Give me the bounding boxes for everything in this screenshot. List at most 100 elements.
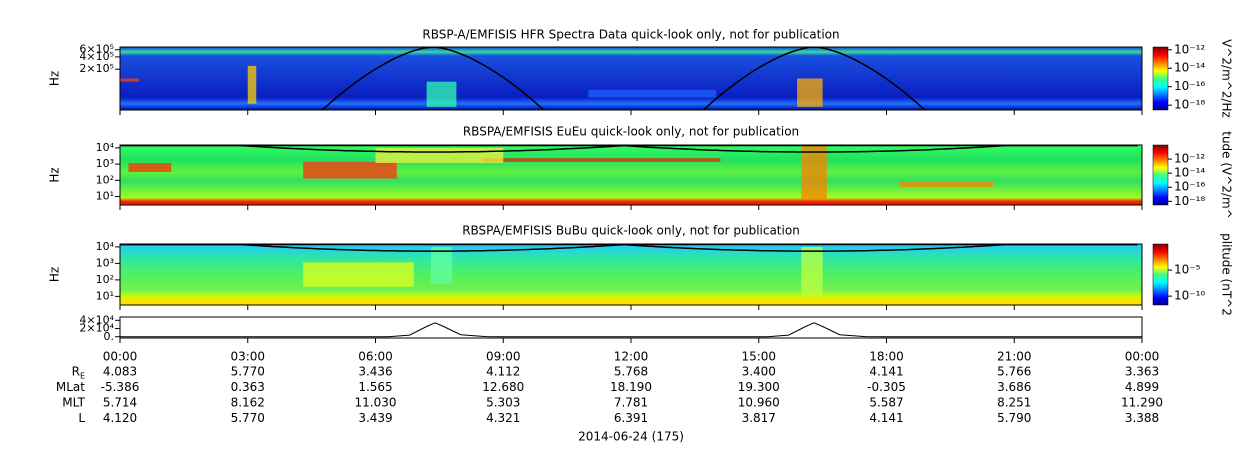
colorbar-label: plitude (nT^2 bbox=[1220, 233, 1234, 316]
y-tick-label: 6×10⁵ bbox=[79, 43, 114, 56]
spectrogram-texture bbox=[128, 163, 172, 172]
y-axis-label: Hz bbox=[48, 167, 62, 182]
ephemeris-value: 3.439 bbox=[358, 411, 392, 425]
ephemeris-value: 8.162 bbox=[231, 396, 265, 410]
colorbar bbox=[1152, 243, 1169, 306]
ephemeris-value: 5.790 bbox=[997, 411, 1031, 425]
y-axis-label: Hz bbox=[48, 267, 62, 282]
ephemeris-value: 4.112 bbox=[486, 365, 520, 379]
colorbar-tick-label: 10⁻¹⁴ bbox=[1174, 166, 1205, 180]
spectrogram-texture bbox=[247, 65, 257, 104]
y-tick-label: 10⁴ bbox=[96, 240, 115, 253]
spectrogram bbox=[120, 244, 1142, 305]
x-tick-label: 18:00 bbox=[869, 350, 904, 364]
y-tick-label: 2×10⁴ bbox=[79, 322, 114, 335]
ephemeris-value: 4.141 bbox=[869, 365, 903, 379]
ephemeris-value: 5.770 bbox=[231, 411, 265, 425]
ephemeris-value: 3.388 bbox=[1125, 411, 1159, 425]
colorbar-tick-label: 10⁻⁵ bbox=[1174, 263, 1201, 277]
ephemeris-value: 5.303 bbox=[486, 396, 520, 410]
ephemeris-value: 5.768 bbox=[614, 365, 648, 379]
ephemeris-label: L bbox=[78, 411, 85, 425]
spectrogram bbox=[120, 47, 1142, 110]
ephemeris-label: R bbox=[72, 365, 80, 379]
y-axis-label: Hz bbox=[48, 71, 62, 86]
ephemeris-value: 4.141 bbox=[869, 411, 903, 425]
x-tick-label: 15:00 bbox=[741, 350, 776, 364]
colorbar-tick-label: 10⁻¹⁰ bbox=[1174, 289, 1205, 303]
y-tick-label: 10² bbox=[96, 273, 114, 286]
y-tick-label: 2×10⁵ bbox=[79, 62, 114, 75]
spectrogram-texture bbox=[899, 181, 993, 187]
x-tick-label: 06:00 bbox=[358, 350, 393, 364]
y-tick-label: 10¹ bbox=[96, 190, 114, 203]
y-tick-label: 10⁴ bbox=[96, 141, 115, 154]
spectrogram-texture bbox=[797, 78, 823, 107]
ephemeris-value: 4.083 bbox=[103, 365, 137, 379]
ephemeris-value: 0.363 bbox=[231, 380, 265, 394]
ephemeris-value: 5.587 bbox=[869, 396, 903, 410]
panel-title: RBSPA/EMFISIS EuEu quick-look only, not … bbox=[463, 125, 799, 139]
spectrogram-texture bbox=[588, 89, 717, 98]
ephemeris-value: -0.305 bbox=[867, 380, 906, 394]
spectrogram-texture bbox=[303, 262, 414, 287]
y-tick-label: 0. bbox=[104, 330, 115, 343]
ephemeris-value: 18.190 bbox=[610, 380, 652, 394]
spectrogram-texture bbox=[120, 201, 1142, 205]
y-tick-label: 4×10⁵ bbox=[79, 50, 114, 63]
x-tick-label: 09:00 bbox=[486, 350, 521, 364]
ephemeris-value: 3.363 bbox=[1125, 365, 1159, 379]
panel-title: RBSPA/EMFISIS BuBu quick-look only, not … bbox=[462, 224, 800, 238]
x-tick-label: 00:00 bbox=[103, 350, 138, 364]
colorbar-tick-label: 10⁻¹⁸ bbox=[1174, 98, 1205, 112]
spectrogram-texture bbox=[430, 247, 453, 284]
ephemeris-value: 3.400 bbox=[742, 365, 776, 379]
ephemeris-value: -5.386 bbox=[101, 380, 140, 394]
ephemeris-value: 12.680 bbox=[482, 380, 524, 394]
ephemeris-value: 4.899 bbox=[1125, 380, 1159, 394]
spectrogram-texture bbox=[375, 148, 504, 163]
ephemeris-value: 3.436 bbox=[358, 365, 392, 379]
spectrogram-texture bbox=[801, 247, 823, 296]
y-tick-label: 10³ bbox=[96, 157, 114, 170]
ephemeris-value: 5.714 bbox=[103, 396, 137, 410]
colorbar bbox=[1152, 144, 1169, 206]
y-tick-label: 10² bbox=[96, 173, 114, 186]
x-tick-label: 03:00 bbox=[230, 350, 265, 364]
colorbar-tick-label: 10⁻¹⁶ bbox=[1174, 79, 1205, 93]
y-tick-label: 10³ bbox=[96, 256, 114, 269]
x-tick-label: 00:00 bbox=[1125, 350, 1160, 364]
ephemeris-value: 1.565 bbox=[358, 380, 392, 394]
ephemeris-value: 4.321 bbox=[486, 411, 520, 425]
ephemeris-value: 3.686 bbox=[997, 380, 1031, 394]
ephemeris-value: 19.300 bbox=[738, 380, 780, 394]
ephemeris-value: 5.770 bbox=[231, 365, 265, 379]
ephemeris-value: 11.030 bbox=[355, 396, 397, 410]
y-tick-label: 4×10⁴ bbox=[79, 313, 114, 326]
spectrogram-texture bbox=[481, 158, 721, 162]
colorbar-label: tude (V^2/m^ bbox=[1220, 131, 1234, 219]
ephemeris-value: 10.960 bbox=[738, 396, 780, 410]
colorbar-tick-label: 10⁻¹² bbox=[1174, 152, 1205, 166]
colorbar-label: V^2/m^2/Hz bbox=[1220, 39, 1234, 118]
ephemeris-value: 8.251 bbox=[997, 396, 1031, 410]
ephemeris-label: MLat bbox=[56, 380, 85, 394]
ephemeris-value: 5.766 bbox=[997, 365, 1031, 379]
date-label: 2014-06-24 (175) bbox=[578, 430, 684, 444]
line bbox=[120, 322, 1142, 338]
colorbar-tick-label: 10⁻¹⁴ bbox=[1174, 61, 1205, 75]
ephemeris-value: 7.781 bbox=[614, 396, 648, 410]
ephemeris-value: 3.817 bbox=[742, 411, 776, 425]
x-tick-label: 21:00 bbox=[997, 350, 1032, 364]
colorbar-tick-label: 10⁻¹⁸ bbox=[1174, 194, 1205, 208]
panel-title: RBSP-A/EMFISIS HFR Spectra Data quick-lo… bbox=[422, 28, 839, 42]
spectrogram-texture bbox=[120, 78, 140, 82]
colorbar bbox=[1152, 46, 1169, 111]
ephemeris-value: 4.120 bbox=[103, 411, 137, 425]
x-tick-label: 12:00 bbox=[614, 350, 649, 364]
ephemeris-value: 6.391 bbox=[614, 411, 648, 425]
spectrogram bbox=[120, 145, 1142, 205]
spectrogram-texture bbox=[801, 145, 827, 199]
spectrogram-texture bbox=[303, 161, 397, 179]
